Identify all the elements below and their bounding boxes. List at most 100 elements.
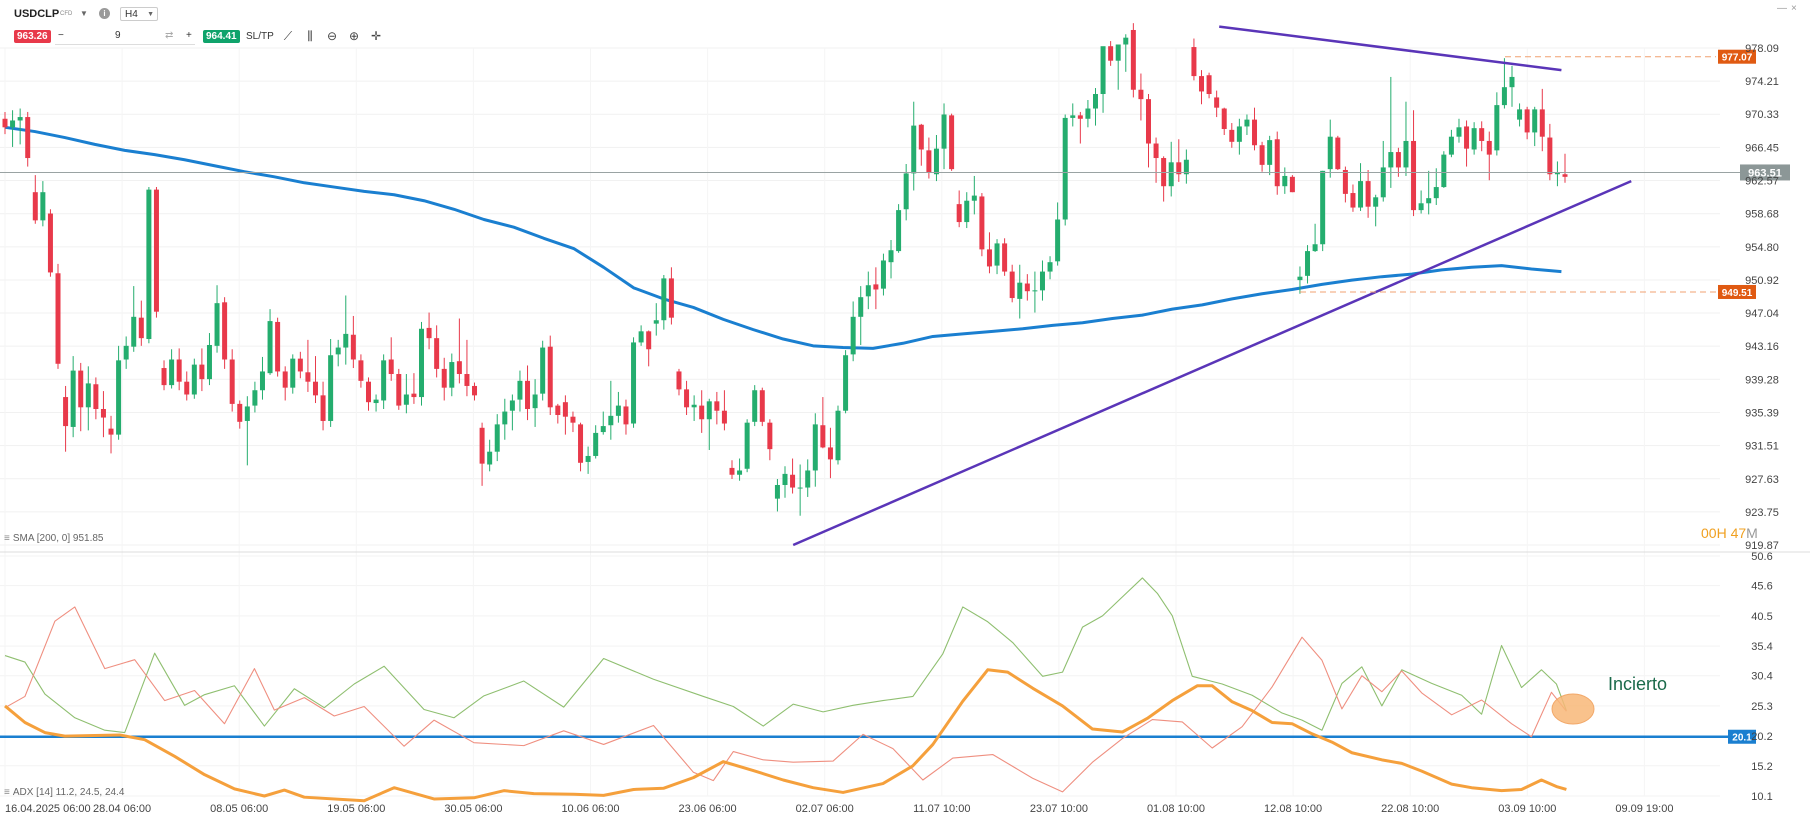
x-tick-label: 19.05 06:00	[327, 803, 385, 814]
increase-button[interactable]: +	[186, 30, 192, 41]
candle-body	[812, 424, 818, 471]
buy-price-button[interactable]: 964.41	[203, 30, 240, 43]
candle-body	[70, 370, 76, 427]
y-tick-label: 958.68	[1745, 209, 1779, 221]
quantity-value[interactable]: 9	[115, 30, 121, 41]
candle-body	[744, 422, 750, 469]
x-tick-label: 11.07 10:00	[913, 803, 970, 814]
candles-icon[interactable]: ⫼	[307, 29, 313, 43]
candle-body	[843, 355, 849, 411]
candle-body	[17, 117, 23, 121]
candle-body	[790, 474, 796, 488]
candle-body	[1009, 271, 1015, 299]
candle-body	[244, 406, 250, 421]
candle-body	[358, 360, 364, 381]
candle-body	[1554, 172, 1560, 175]
candle-body	[1532, 109, 1538, 133]
y-tick-label: 974.21	[1745, 76, 1779, 88]
sync-icon[interactable]: ⇄	[165, 30, 174, 41]
candle-body	[964, 200, 970, 223]
x-tick-label: 01.08 10:00	[1147, 803, 1205, 814]
adx-y-tick-label: 15.2	[1751, 761, 1772, 773]
minus-di-line	[4, 606, 1567, 793]
candle-body	[615, 405, 621, 416]
candle-body	[532, 394, 538, 409]
candle-body	[1108, 46, 1114, 61]
close-button[interactable]: ×	[1791, 3, 1797, 14]
candle-body	[494, 424, 500, 452]
candle-body	[396, 374, 402, 406]
candle-body	[941, 114, 947, 149]
candle-body	[1032, 290, 1038, 292]
timer-minutes-unit: M	[1746, 525, 1758, 541]
candle-body	[1464, 126, 1470, 149]
candle-body	[555, 405, 561, 415]
candle-body	[1312, 244, 1318, 252]
candle-body	[1176, 162, 1182, 175]
candle-body	[1062, 117, 1068, 220]
candle-body	[222, 302, 228, 360]
price-axes: 978.09 974.21 970.33 966.45 962.57 958.68 954.…	[1745, 43, 1779, 803]
zoom-out-icon[interactable]: ⊖	[326, 29, 338, 43]
y-tick-label: 970.33	[1745, 109, 1779, 121]
candle-body	[1448, 136, 1454, 155]
line-chart-icon[interactable]: ⟋	[283, 29, 293, 43]
trendlines[interactable]	[792, 25, 1632, 547]
candle-body	[986, 249, 992, 267]
candle-body	[93, 384, 99, 410]
candle-body	[1471, 128, 1477, 150]
candle-body	[1456, 127, 1462, 137]
candle-body	[1055, 219, 1061, 262]
menu-icon[interactable]: ≡	[4, 533, 10, 544]
candle-body	[759, 390, 765, 422]
candle-body	[1320, 170, 1326, 245]
zoom-in-icon[interactable]: ⊕	[348, 29, 360, 43]
candle-body	[1221, 108, 1227, 130]
candle-body	[297, 358, 303, 372]
info-icon[interactable]: i	[99, 8, 110, 19]
quantity-stepper[interactable]: − 9 ⇄ +	[55, 30, 195, 45]
x-tick-label: 28.04 06:00	[93, 803, 151, 814]
decrease-button[interactable]: −	[58, 30, 64, 41]
sl-tp-button[interactable]: SL/TP	[246, 31, 274, 42]
candle-body	[2, 118, 8, 128]
candle-body	[873, 284, 879, 290]
minimize-button[interactable]: —	[1777, 3, 1787, 14]
candle-body	[562, 402, 568, 417]
sma-path	[4, 125, 1562, 350]
candle-body	[570, 416, 576, 423]
candle-body	[1123, 37, 1129, 45]
candle-body	[1501, 87, 1507, 106]
adx-level-label: 20.1	[1732, 733, 1752, 744]
level-tag	[1718, 284, 1756, 299]
candle-body	[805, 470, 811, 488]
candle-body	[312, 381, 318, 396]
x-tick-label: 09.09 19:00	[1615, 803, 1673, 814]
level-tag	[1718, 49, 1756, 64]
sell-price-button[interactable]: 963.26	[14, 30, 51, 43]
timeframe-select[interactable]: H4 ▼	[120, 7, 158, 21]
chevron-down-icon: ▼	[147, 11, 154, 18]
adx-legend[interactable]: ≡ ADX [14] 11.2, 24.5, 24.4	[4, 787, 124, 798]
adx-level-tag	[1728, 729, 1756, 744]
candle-body	[305, 372, 311, 382]
symbol-name[interactable]: USDCLP	[14, 8, 60, 20]
crosshair-icon[interactable]: ✛	[370, 29, 382, 43]
candle-body	[275, 321, 281, 372]
menu-icon[interactable]: ≡	[4, 787, 10, 798]
candle-body	[1145, 99, 1151, 144]
candle-body	[888, 250, 894, 263]
candle-body	[1373, 197, 1379, 207]
candle-body	[1085, 108, 1091, 119]
candle-body	[949, 115, 955, 170]
candle-body	[419, 328, 425, 398]
symbol-dropdown-icon[interactable]: ▼	[80, 9, 88, 18]
sma-legend[interactable]: ≡ SMA [200, 0] 951.85	[4, 533, 103, 544]
candle-body	[1524, 109, 1530, 133]
candle-body	[699, 405, 705, 420]
candle-body	[668, 278, 674, 318]
candle-body	[608, 415, 614, 426]
candle-body	[1024, 283, 1030, 292]
candle-body	[896, 210, 902, 252]
